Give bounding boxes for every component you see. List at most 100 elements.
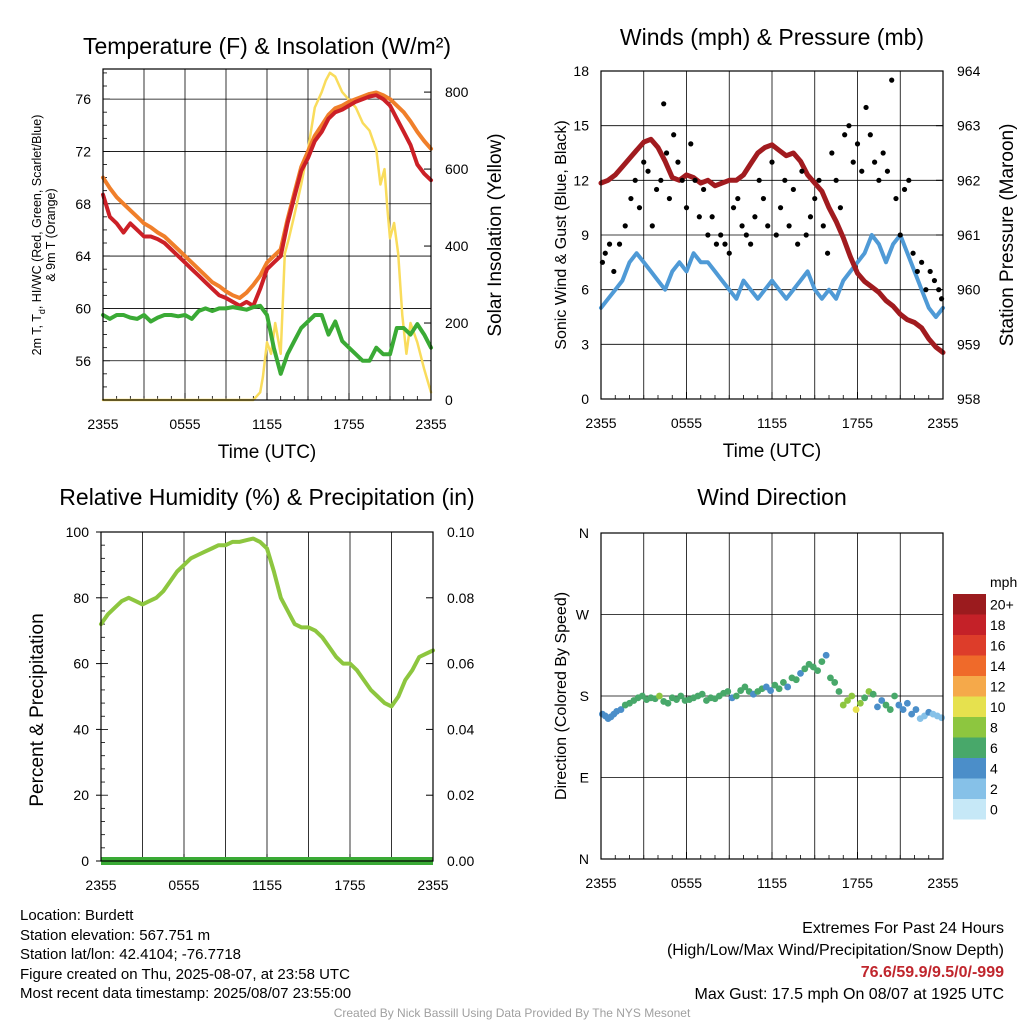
y2-tick-label: 0.00 [447, 853, 474, 869]
direction-point [617, 706, 625, 713]
gust-point [632, 177, 638, 183]
colorbar-label: 12 [990, 678, 1006, 694]
gust-point [730, 205, 737, 211]
gust-point [752, 214, 758, 220]
gust-point [675, 159, 681, 165]
direction-point [656, 692, 663, 700]
gust-point [812, 195, 818, 202]
panel-direction: 2355 0555 1155 1755 2355 Wind Direction N E S W N D… [553, 484, 959, 891]
gust-point [919, 259, 925, 265]
gust-point [726, 250, 732, 256]
colorbar-swatch [953, 676, 986, 697]
direction-point [861, 694, 869, 702]
series-line [101, 90, 433, 300]
gust-point [846, 123, 852, 129]
x-axis-label: Time (UTC) [723, 441, 822, 462]
direction-point [869, 690, 877, 698]
direction-point [839, 701, 847, 709]
gust-point [718, 232, 724, 238]
gust-point [889, 77, 895, 83]
colorbar-swatch [953, 778, 986, 799]
direction-point [784, 683, 792, 691]
direction-point [938, 714, 945, 722]
colorbar: 0 2 4 6 8 10 12 14 16 18 20+ mph [953, 574, 1017, 820]
x-tick-label: 1755 [842, 875, 873, 891]
gust-point [773, 232, 779, 238]
gust-point [931, 277, 938, 284]
direction-point [886, 706, 894, 713]
gust-point [927, 268, 933, 275]
gust-point [616, 241, 623, 247]
gust-point [709, 214, 715, 220]
y-tick-label: 9 [581, 227, 589, 243]
extremes-values: 76.6/59.9/9.5/0/-999 [860, 964, 1004, 981]
y2-axis-label: Solar Insolation (Yellow) [485, 133, 506, 336]
y-tick-label: 0 [81, 853, 89, 869]
plot-border [600, 70, 944, 400]
gust-point [897, 232, 903, 238]
y-tick-label: 40 [73, 721, 89, 737]
latlon-text: Station lat/lon: 42.4104; -76.7718 [20, 946, 242, 963]
y-tick-label: 100 [66, 524, 90, 540]
y2-tick-label: 0.02 [447, 787, 474, 803]
y-tick-label: W [576, 607, 590, 623]
panel-humidity: 2355 0555 1155 1755 2355 Relative Humidity (%… [27, 484, 475, 893]
gust-point [661, 101, 667, 107]
colorbar-label: 4 [990, 760, 998, 776]
direction-point [818, 658, 826, 665]
gust-point [663, 150, 670, 156]
colorbar-label: 10 [990, 699, 1006, 715]
x-tick-label: 0555 [671, 415, 702, 431]
y2-tick-label: 400 [445, 238, 469, 254]
colorbar-unit: mph [990, 574, 1017, 590]
chart-title: Wind Direction [697, 484, 847, 510]
gust-point [602, 250, 608, 256]
gust-point [901, 186, 908, 193]
location-text: Location: Burdett [20, 907, 134, 924]
gust-point [837, 205, 844, 211]
gust-point [688, 141, 694, 147]
gust-point [790, 186, 796, 193]
y-axis-label-line2: & 9m T (Orange) [44, 188, 58, 281]
direction-point [732, 692, 740, 700]
gust-point [683, 205, 690, 211]
direction-point [797, 669, 804, 677]
direction-point [822, 651, 830, 659]
panel-temperature: 2355 0555 1155 1755 2355 Temperature (F) & In… [30, 33, 506, 463]
x-tick-label: 2355 [585, 875, 616, 891]
colorbar-label: 16 [990, 637, 1006, 653]
colorbar-swatch [953, 614, 986, 635]
y2-tick-label: 200 [445, 315, 469, 331]
gust-point [880, 150, 886, 156]
direction-point [698, 690, 706, 698]
extremes-subtitle: (High/Low/Max Wind/Precipitation/Snow De… [666, 942, 1004, 959]
gust-point [824, 250, 831, 256]
direction-point [891, 692, 898, 700]
y2-tick-label: 959 [957, 336, 981, 352]
direction-point [827, 674, 834, 682]
y-tick-label: 80 [73, 590, 89, 606]
gust-point [701, 186, 707, 193]
plot-border [102, 68, 432, 401]
y-axis-label-part: , HI/WC (Red, Green, Scarlet/Blue) [30, 115, 44, 310]
direction-point [856, 699, 864, 707]
extremes-title: Extremes For Past 24 Hours [802, 920, 1004, 937]
direction-point [895, 701, 903, 709]
colorbar-label: 6 [990, 740, 998, 756]
y-tick-label: 76 [75, 91, 91, 107]
direction-point [899, 706, 907, 713]
gust-point [658, 177, 664, 183]
series-line [101, 93, 433, 308]
y-axis-label-sub: d [37, 309, 47, 314]
gust-point [653, 186, 660, 193]
x-tick-label: 1155 [757, 415, 787, 431]
gust-point [859, 168, 865, 174]
x-axis-label: Time (UTC) [218, 442, 317, 463]
gust-point [936, 287, 942, 293]
y2-tick-label: 600 [445, 161, 469, 177]
gust-point [666, 195, 673, 202]
gust-point [743, 232, 749, 238]
direction-point [848, 692, 856, 700]
direction-point [831, 679, 839, 686]
